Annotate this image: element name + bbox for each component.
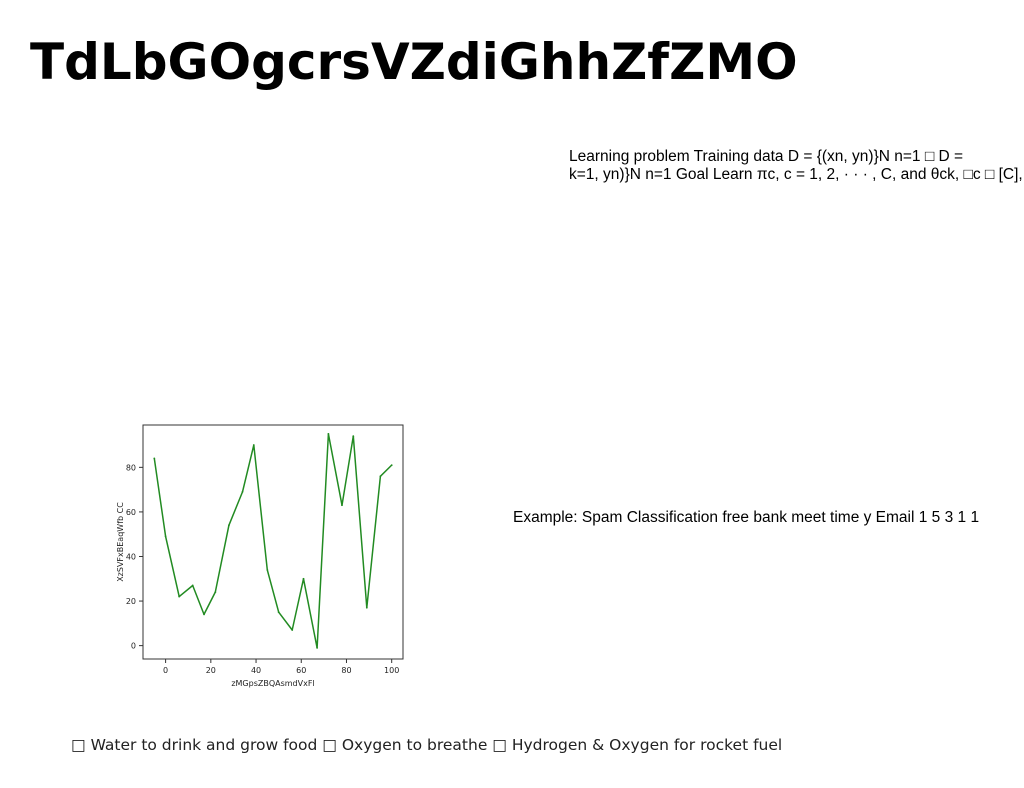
x-tick-label: 0: [163, 666, 168, 675]
data-point: [352, 435, 355, 438]
y-tick-label: 20: [126, 597, 136, 606]
data-point: [291, 629, 294, 631]
learning-problem-text: Learning problem Training data D = {(xn,…: [569, 148, 1023, 183]
line-chart: 0 20 40 60 80 100 0 20 40 60 80 zMGpsZBQAsmdVxFl XzS…: [116, 424, 404, 688]
data-point: [365, 606, 368, 609]
data-point: [191, 584, 194, 587]
learning-problem-line-2: k=1, yn)}N n=1 Goal Learn πc, c = 1, 2, …: [569, 165, 1023, 183]
x-tick-label: 100: [384, 666, 399, 675]
x-axis-label: zMGpsZBQAsmdVxFl: [231, 679, 314, 688]
y-tick-label: 80: [126, 463, 136, 472]
x-tick-label: 40: [251, 666, 261, 675]
chart-layer: 0 20 40 60 80 100 0 20 40 60 80 zMGpsZBQAsmdVxFl XzS…: [116, 424, 404, 688]
spam-example-text: Example: Spam Classification free bank m…: [513, 509, 980, 526]
data-point: [228, 524, 230, 527]
data-point: [252, 444, 255, 446]
y-tick-label: 60: [126, 508, 136, 517]
data-point: [178, 595, 181, 598]
slide-title: TdLbGOgcrsVZdiGhhZfZMO: [30, 33, 798, 91]
learning-problem-line-1: Learning problem Training data D = {(xn,…: [569, 148, 964, 165]
data-point: [327, 433, 330, 435]
data-point: [266, 568, 269, 571]
data-point: [203, 613, 205, 616]
data-point: [390, 464, 393, 467]
x-tick-label: 60: [296, 666, 306, 675]
data-point: [241, 490, 244, 493]
data-point: [277, 611, 280, 614]
y-tick-label: 40: [126, 552, 136, 561]
plot-frame: [142, 424, 404, 660]
data-point: [214, 591, 217, 594]
data-point: [379, 475, 382, 478]
y-axis-label: XzSVFxBEaqWfb CC: [116, 502, 125, 582]
y-tick-label: 0: [131, 642, 136, 651]
data-point: [316, 646, 318, 649]
bullet-list-text: □ Water to drink and grow food □ Oxygen …: [71, 736, 783, 754]
data-point: [341, 504, 343, 507]
x-tick-label: 20: [206, 666, 216, 675]
data-point: [164, 535, 167, 538]
data-point: [302, 577, 305, 580]
x-tick-label: 80: [341, 666, 351, 675]
data-point: [153, 457, 156, 460]
series-line: [153, 433, 393, 649]
